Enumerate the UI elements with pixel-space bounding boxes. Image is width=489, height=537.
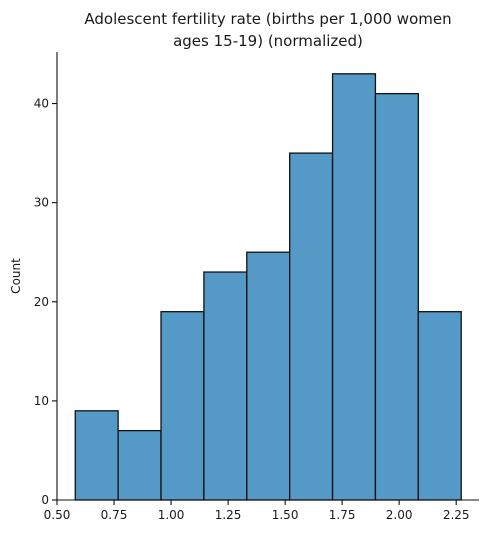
x-tick-label: 0.75 bbox=[101, 508, 128, 522]
x-tick-label: 1.00 bbox=[158, 508, 185, 522]
x-tick-label: 2.25 bbox=[443, 508, 470, 522]
histogram-bar bbox=[289, 152, 334, 501]
x-tick-label: 1.50 bbox=[272, 508, 299, 522]
chart-title-line-1: Adolescent fertility rate (births per 1,… bbox=[84, 10, 451, 28]
histogram-bar bbox=[246, 251, 291, 501]
x-tick-label: 0.50 bbox=[44, 508, 71, 522]
x-tick-label: 1.75 bbox=[329, 508, 356, 522]
histogram-bar bbox=[74, 410, 119, 501]
y-tick-label: 20 bbox=[34, 295, 49, 309]
histogram-bar bbox=[374, 92, 419, 501]
bars-group bbox=[74, 73, 462, 501]
histogram-bar bbox=[160, 311, 205, 501]
chart-title-line-2: ages 15-19) (normalized) bbox=[173, 32, 363, 50]
y-tick-label: 40 bbox=[34, 97, 49, 111]
y-tick-label: 10 bbox=[34, 394, 49, 408]
histogram-bar bbox=[417, 311, 462, 501]
y-axis-ticks: 0 10 20 30 40 bbox=[34, 97, 57, 507]
histogram-bar bbox=[203, 271, 248, 501]
x-axis-ticks: 0.50 0.75 1.00 1.25 1.50 1.75 2.00 2.25 bbox=[44, 500, 470, 522]
y-tick-label: 0 bbox=[41, 493, 49, 507]
x-tick-label: 2.00 bbox=[386, 508, 413, 522]
x-tick-label: 1.25 bbox=[215, 508, 242, 522]
histogram-bar bbox=[331, 73, 377, 501]
y-tick-label: 30 bbox=[34, 196, 49, 210]
y-axis-label: Count bbox=[9, 258, 23, 294]
histogram-bar bbox=[117, 429, 162, 501]
